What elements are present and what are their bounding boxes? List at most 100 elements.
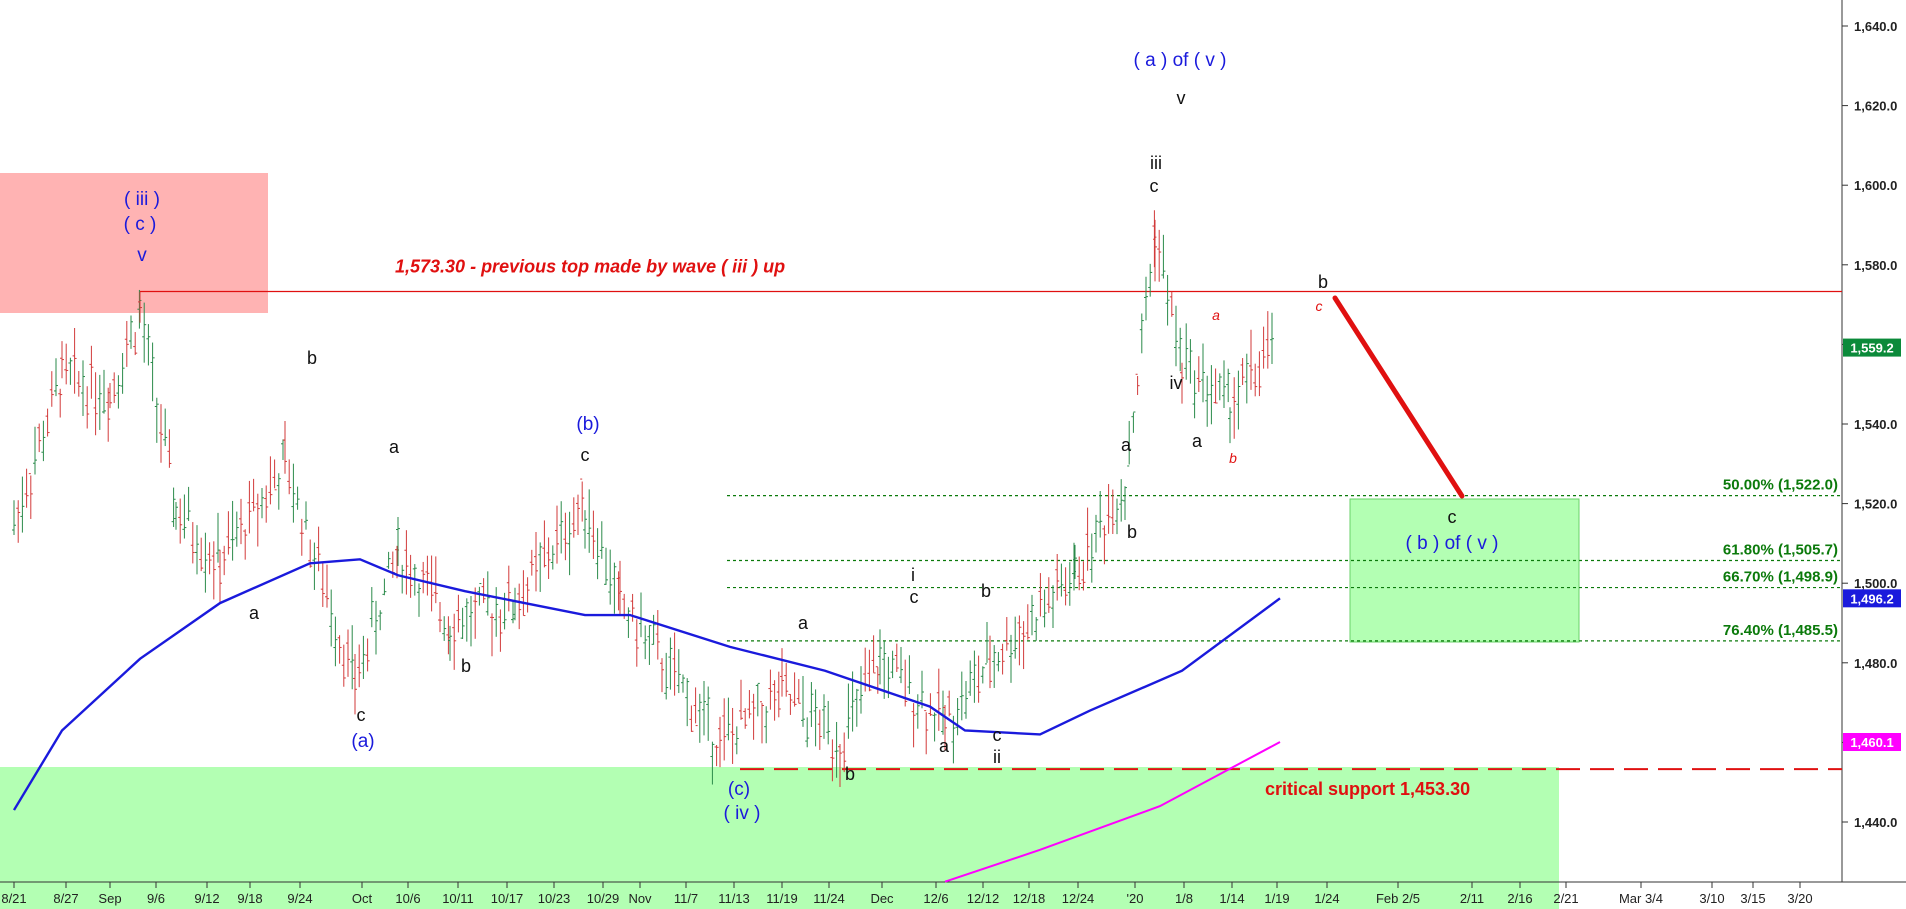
support-zone <box>0 767 1559 909</box>
wave-label: (a) <box>351 731 374 752</box>
y-tick-label: 1,580.0 <box>1854 258 1897 273</box>
x-tick-label: 10/11 <box>442 891 474 906</box>
last-value-tags: 1,559.2 1,496.2 1,460.1 <box>1843 338 1901 752</box>
price-bars <box>12 210 1274 787</box>
wave-label: iv <box>1170 373 1183 393</box>
wave-label: iii <box>1150 153 1162 173</box>
last-value-label: 1,460.1 <box>1850 735 1893 750</box>
wave-label: ii <box>993 747 1001 767</box>
y-tick-label: 1,520.0 <box>1854 497 1897 512</box>
wave-label: (b) <box>576 414 599 435</box>
target-zone <box>1349 498 1580 643</box>
y-tick-label: 1,480.0 <box>1854 656 1897 671</box>
wave-label: c <box>1150 176 1159 196</box>
x-tick-label: 2/11 <box>1460 891 1484 906</box>
x-tick-label: 2/21 <box>1553 891 1578 906</box>
x-tick-label: 1/24 <box>1314 891 1339 906</box>
x-tick-label: 11/13 <box>718 891 750 906</box>
wave-label: v <box>137 245 147 266</box>
wave-label: b <box>1229 450 1237 466</box>
wave-label: a <box>939 736 950 756</box>
fib-level-label: 76.40% (1,485.5) <box>1723 622 1838 639</box>
x-tick-label: Nov <box>628 891 652 906</box>
x-tick-label: 1/19 <box>1264 891 1289 906</box>
x-tick-label: Oct <box>352 891 373 906</box>
horizontal-levels: 1,573.30 - previous top made by wave ( i… <box>140 256 1842 799</box>
x-tick-label: 10/29 <box>587 891 620 906</box>
fib-level-label: 50.00% (1,522.0) <box>1723 477 1838 494</box>
support-label: critical support 1,453.30 <box>1265 779 1470 799</box>
wave-label: ( b ) of ( v ) <box>1406 533 1499 554</box>
wave-label: b <box>461 656 471 676</box>
wave-label: b <box>981 581 991 601</box>
x-tick-label: 12/12 <box>967 891 1000 906</box>
indicator-lines <box>12 558 1281 883</box>
wave-label: a <box>389 437 400 457</box>
wave-label: (c) <box>728 779 750 800</box>
resistance-label: 1,573.30 - previous top made by wave ( i… <box>395 256 785 276</box>
x-tick-label: 9/18 <box>237 891 262 906</box>
wave-label: ( c ) <box>124 214 157 235</box>
wave-label: b <box>1318 272 1328 292</box>
trend-line <box>944 741 1281 883</box>
wave-label: c <box>1316 298 1323 314</box>
wave-label: a <box>1212 307 1220 323</box>
x-tick-label: 11/19 <box>766 891 798 906</box>
wave-label: i <box>911 565 915 585</box>
wave-labels-black: b a c a b c a b a b i c b a c ii a b iii… <box>249 88 1457 784</box>
x-tick-label: 1/8 <box>1175 891 1193 906</box>
x-tick-label: 10/6 <box>395 891 420 906</box>
x-tick-label: 11/24 <box>813 891 845 906</box>
x-tick-label: 10/17 <box>491 891 524 906</box>
wave-label: ( a ) of ( v ) <box>1134 50 1227 71</box>
wave-label: c <box>581 445 590 465</box>
wave-label: b <box>845 764 855 784</box>
x-tick-label: 1/14 <box>1219 891 1244 906</box>
x-tick-label: 3/20 <box>1787 891 1812 906</box>
x-tick-label: 3/15 <box>1740 891 1765 906</box>
x-tick-label: 12/6 <box>923 891 948 906</box>
last-value-tag <box>1843 589 1901 608</box>
x-tick-label: 9/12 <box>194 891 219 906</box>
x-tick-label: 8/27 <box>53 891 78 906</box>
y-tick-label: 1,540.0 <box>1854 417 1897 432</box>
wave-labels-blue: ( iii ) ( c ) v (b) (a) (c) ( iv ) ( a )… <box>124 50 1499 824</box>
x-tick-label: Mar 3/4 <box>1619 891 1663 906</box>
projected-wave-c-line <box>1332 295 1465 499</box>
y-axis-ticks: 1,440.01,460.01,480.01,500.01,520.01,540… <box>1842 19 1897 830</box>
x-tick-label: Dec <box>870 891 894 906</box>
wave-label: a <box>798 613 809 633</box>
y-tick-label: 1,500.0 <box>1854 576 1897 591</box>
x-tick-label: 12/18 <box>1013 891 1046 906</box>
wave-label: a <box>249 603 260 623</box>
wave-label: c <box>993 725 1002 745</box>
y-tick-label: 1,600.0 <box>1854 178 1897 193</box>
x-tick-label: Sep <box>98 891 121 906</box>
last-value-tag <box>1843 338 1901 357</box>
x-tick-label: 12/24 <box>1062 891 1095 906</box>
y-tick-label: 1,640.0 <box>1854 19 1897 34</box>
fib-level-label: 61.80% (1,505.7) <box>1723 542 1838 559</box>
wave-labels-red: a b c <box>1212 298 1322 466</box>
x-tick-label: 3/10 <box>1699 891 1724 906</box>
wave-label: c <box>357 705 366 725</box>
x-tick-label: 2/16 <box>1507 891 1532 906</box>
wave-label: c <box>910 587 919 607</box>
x-tick-label: 11/7 <box>674 891 698 906</box>
moving-average-line <box>12 558 1281 811</box>
x-tick-label: 8/21 <box>1 891 26 906</box>
y-tick-label: 1,440.0 <box>1854 815 1897 830</box>
x-tick-label: '20 <box>1127 891 1144 906</box>
x-tick-label: 9/6 <box>147 891 165 906</box>
resistance-zone <box>0 173 268 313</box>
x-tick-label: 9/24 <box>287 891 312 906</box>
wave-label: v <box>1177 88 1186 108</box>
wave-label: ( iv ) <box>724 803 761 824</box>
wave-label: b <box>1127 522 1137 542</box>
wave-label: a <box>1192 431 1203 451</box>
fib-level-label: 66.70% (1,498.9) <box>1723 569 1838 586</box>
last-value-tag <box>1843 733 1901 752</box>
wave-label: b <box>307 348 317 368</box>
x-tick-label: Feb 2/5 <box>1376 891 1420 906</box>
